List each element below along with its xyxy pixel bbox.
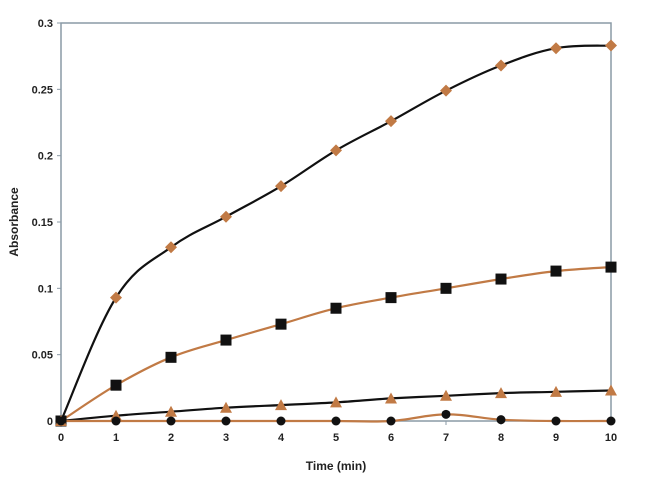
x-tick-label: 4 xyxy=(278,432,285,444)
y-tick-label: 0.15 xyxy=(32,217,53,229)
data-point-diamond xyxy=(440,84,452,97)
data-point-circle xyxy=(56,416,66,426)
x-tick-label: 6 xyxy=(388,432,394,444)
data-point-diamond xyxy=(550,42,562,55)
data-point-circle xyxy=(331,416,341,426)
data-point-square xyxy=(165,351,177,363)
x-tick-label: 2 xyxy=(168,432,174,444)
data-point-circle xyxy=(386,416,396,426)
data-point-diamond xyxy=(110,291,122,304)
data-point-circle xyxy=(166,416,176,426)
data-point-diamond xyxy=(495,59,507,72)
data-point-square xyxy=(220,334,232,346)
data-point-square xyxy=(110,379,122,391)
data-point-diamond xyxy=(220,210,232,223)
y-tick-label: 0.1 xyxy=(38,283,53,295)
data-point-circle xyxy=(221,416,231,426)
plot-frame xyxy=(60,22,612,422)
data-point-square xyxy=(605,261,617,273)
x-axis-title: Time (min) xyxy=(306,459,366,473)
series-line-diamond xyxy=(59,44,612,422)
data-point-square xyxy=(550,265,562,277)
y-tick-label: 0.2 xyxy=(38,151,53,163)
series-markers xyxy=(55,39,617,427)
y-axis-ticks: 0 0.05 0.1 0.15 0.2 0.25 0.3 xyxy=(32,18,61,428)
x-tick-label: 8 xyxy=(498,432,504,444)
data-point-triangle xyxy=(330,396,342,408)
x-tick-label: 10 xyxy=(605,432,617,444)
data-point-triangle xyxy=(495,387,507,399)
x-tick-label: 7 xyxy=(443,432,449,444)
data-point-diamond xyxy=(165,241,177,254)
data-point-circle xyxy=(441,409,451,419)
data-point-triangle xyxy=(220,401,232,413)
x-tick-label: 0 xyxy=(58,432,64,444)
data-point-circle xyxy=(496,415,506,425)
data-point-square xyxy=(385,292,397,304)
y-tick-label: 0 xyxy=(47,416,53,428)
x-tick-label: 9 xyxy=(553,432,559,444)
y-tick-label: 0.25 xyxy=(32,84,53,96)
data-point-circle xyxy=(276,416,286,426)
data-point-square xyxy=(495,273,507,285)
data-point-triangle xyxy=(605,384,617,396)
data-point-triangle xyxy=(385,392,397,404)
data-point-circle xyxy=(551,416,561,426)
data-point-diamond xyxy=(275,180,287,193)
data-point-square xyxy=(330,302,342,314)
y-tick-label: 0.05 xyxy=(32,350,53,362)
data-point-square xyxy=(275,318,287,330)
data-point-circle xyxy=(111,416,121,426)
data-point-square xyxy=(440,282,452,294)
x-tick-label: 5 xyxy=(333,432,339,444)
data-point-diamond xyxy=(605,39,617,52)
data-point-circle xyxy=(606,416,616,426)
y-axis-title: Absorbance xyxy=(7,187,21,257)
x-tick-label: 3 xyxy=(223,432,229,444)
y-tick-label: 0.3 xyxy=(38,18,53,30)
data-point-triangle xyxy=(550,385,562,397)
x-tick-label: 1 xyxy=(113,432,119,444)
data-point-triangle xyxy=(165,405,177,417)
data-point-triangle xyxy=(275,399,287,411)
data-point-triangle xyxy=(440,389,452,401)
data-point-diamond xyxy=(385,115,397,128)
data-point-diamond xyxy=(330,144,342,157)
